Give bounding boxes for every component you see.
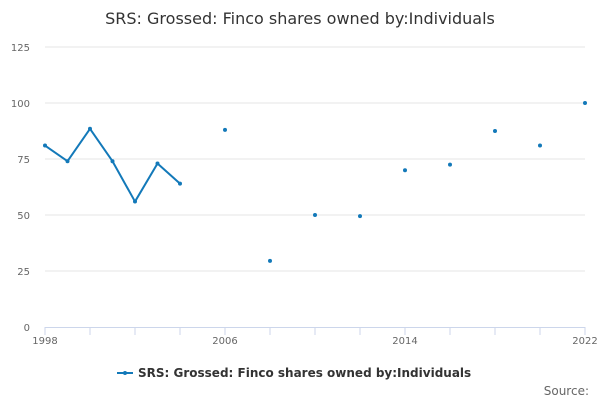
data-point[interactable] bbox=[88, 126, 92, 131]
x-axis: 1998 2006 2014 2022 bbox=[32, 327, 598, 347]
data-point[interactable] bbox=[155, 161, 160, 166]
x-tick-label: 2014 bbox=[392, 336, 417, 347]
source-label: Source: bbox=[544, 384, 589, 398]
series-line bbox=[44, 127, 181, 203]
data-point[interactable] bbox=[65, 159, 70, 164]
data-point[interactable] bbox=[178, 181, 182, 186]
data-point[interactable] bbox=[43, 143, 47, 148]
legend-marker-point bbox=[123, 371, 127, 375]
data-point[interactable] bbox=[358, 214, 362, 219]
x-tick-label: 2022 bbox=[572, 336, 597, 347]
y-tick-label: 0 bbox=[24, 323, 30, 334]
data-point[interactable] bbox=[583, 101, 587, 105]
legend-label: SRS: Grossed: Finco shares owned by:Indi… bbox=[138, 366, 471, 380]
y-tick-label: 75 bbox=[17, 155, 30, 166]
y-axis-ticks: 0 25 50 75 100 125 bbox=[11, 43, 30, 334]
y-tick-label: 100 bbox=[11, 99, 30, 110]
legend[interactable]: SRS: Grossed: Finco shares owned by:Indi… bbox=[117, 366, 471, 380]
data-point[interactable] bbox=[268, 258, 272, 263]
data-point[interactable] bbox=[223, 127, 227, 132]
y-tick-label: 25 bbox=[17, 267, 30, 278]
data-point[interactable] bbox=[403, 168, 407, 173]
x-tick-label: 2006 bbox=[212, 336, 237, 347]
chart-title: SRS: Grossed: Finco shares owned by:Indi… bbox=[105, 9, 495, 28]
series-layer bbox=[43, 101, 587, 263]
y-tick-label: 50 bbox=[17, 211, 30, 222]
data-point[interactable] bbox=[538, 143, 542, 148]
data-point[interactable] bbox=[493, 129, 497, 133]
data-point[interactable] bbox=[313, 213, 317, 217]
x-tick-label: 1998 bbox=[32, 336, 57, 347]
grid-lines bbox=[45, 46, 585, 272]
data-point[interactable] bbox=[448, 162, 452, 167]
data-point[interactable] bbox=[110, 159, 115, 164]
data-point[interactable] bbox=[133, 199, 137, 204]
y-tick-label: 125 bbox=[11, 43, 30, 54]
